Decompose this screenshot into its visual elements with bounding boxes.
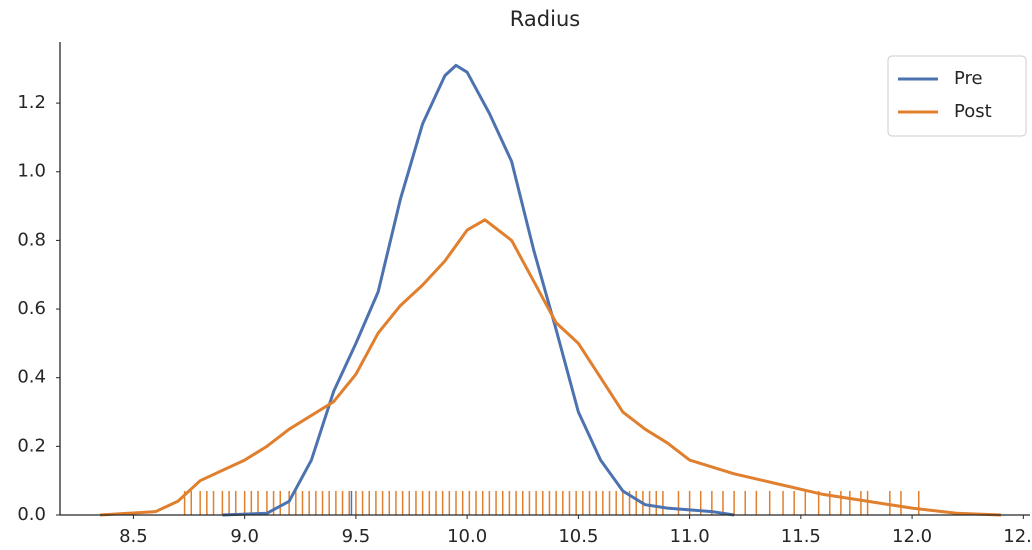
x-tick-label: 9.0	[230, 526, 259, 547]
y-tick-label: 0.2	[17, 435, 46, 456]
y-tick-label: 0.6	[17, 298, 46, 319]
y-tick-label: 1.2	[17, 92, 46, 113]
legend-label: Pre	[954, 68, 983, 89]
y-tick-label: 1.0	[17, 161, 46, 182]
x-tick-label: 12.5	[1003, 526, 1032, 547]
kde-line	[222, 63, 735, 517]
y-tick-label: 0.0	[17, 504, 46, 525]
x-tick-label: 10.0	[447, 526, 487, 547]
legend-label: Post	[954, 101, 992, 122]
x-tick-label: 11.5	[781, 526, 821, 547]
x-tick-label: 9.5	[342, 526, 371, 547]
legend-box	[887, 55, 1027, 137]
chart-title: Radius	[510, 7, 580, 31]
y-tick-label: 0.8	[17, 229, 46, 250]
x-tick-label: 12.0	[892, 526, 932, 547]
y-tick-label: 0.4	[17, 367, 46, 388]
kde-line	[99, 218, 1002, 517]
x-tick-label: 10.5	[558, 526, 598, 547]
x-tick-label: 11.0	[670, 526, 710, 547]
x-tick-label: 8.5	[119, 526, 148, 547]
